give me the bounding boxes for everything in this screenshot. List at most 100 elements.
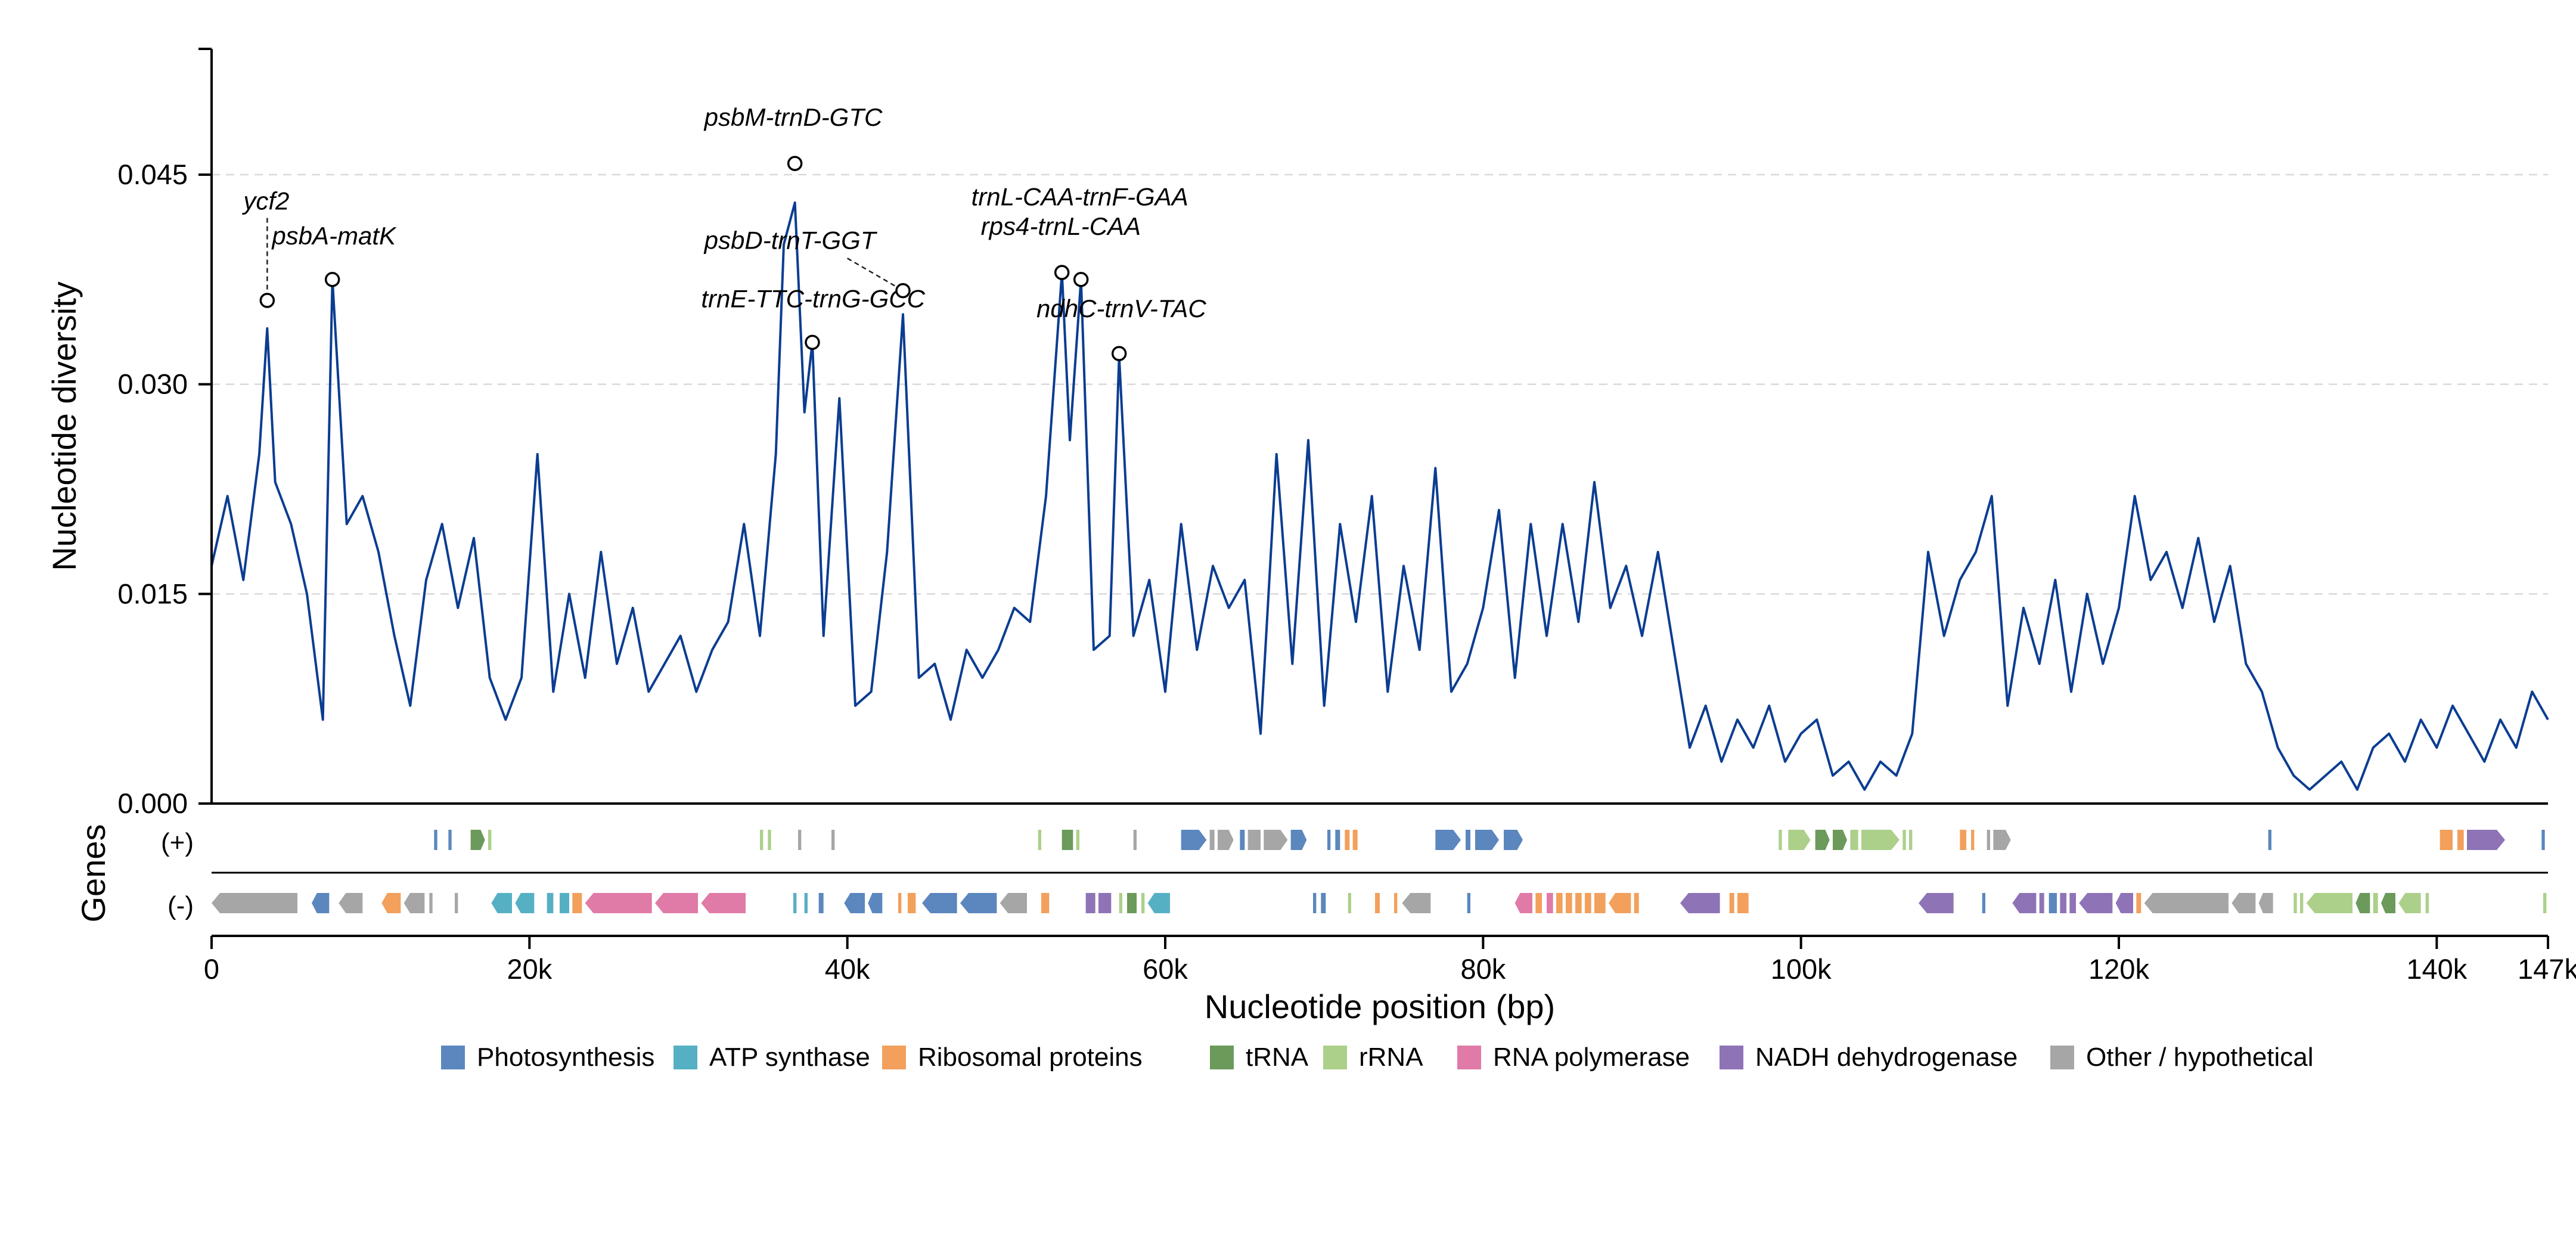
- y-tick-label: 0.045: [117, 159, 188, 190]
- gene-minus: [2381, 893, 2395, 913]
- gene-minus: [572, 893, 582, 913]
- gene-minus: [804, 893, 808, 913]
- axes: [198, 48, 2548, 937]
- gene-minus: [1127, 893, 1137, 913]
- gene-minus: [491, 893, 512, 913]
- gene-plus: [2440, 830, 2453, 850]
- legend-swatch: [1720, 1046, 1743, 1069]
- gene-minus: [2398, 893, 2421, 913]
- gene-minus: [844, 893, 865, 913]
- gene-minus: [1467, 893, 1470, 913]
- gene-minus: [701, 893, 746, 913]
- x-axis-title: Nucleotide position (bp): [1205, 988, 1555, 1025]
- legend-swatch: [882, 1046, 906, 1069]
- gene-plus: [760, 830, 764, 850]
- gene-minus: [2115, 893, 2133, 913]
- gene-plus: [768, 830, 771, 850]
- legend-swatch: [1210, 1046, 1234, 1069]
- gene-minus: [1085, 893, 1095, 913]
- peak-marker: [1111, 346, 1127, 361]
- gene-plus: [2467, 830, 2505, 850]
- gene-minus: [212, 893, 297, 913]
- x-tick-label: 60k: [1143, 953, 1188, 985]
- gene-plus: [1290, 830, 1307, 850]
- y-tick-label: 0.030: [117, 368, 188, 400]
- gene-minus: [1514, 893, 1532, 913]
- peak-marker: [805, 334, 820, 351]
- gene-minus: [2373, 893, 2378, 913]
- legend-label: Ribosomal proteins: [918, 1043, 1143, 1072]
- legend-label: rRNA: [1359, 1043, 1423, 1072]
- legend: Photosynthesis ATP synthase Ribosomal prot…: [441, 1043, 2314, 1072]
- y-axis-title: Nucleotide diversity: [45, 281, 83, 571]
- peak-label: trnE-TTC-trnG-GCC: [701, 285, 925, 313]
- gene-minus: [1321, 893, 1326, 913]
- gene-minus: [868, 893, 883, 913]
- gene-plus: [1504, 830, 1523, 850]
- x-tick-label: 20k: [507, 953, 552, 985]
- gene-plus: [470, 830, 485, 850]
- gene-minus: [655, 893, 698, 913]
- minus-strand-label: (-): [167, 891, 194, 920]
- peak-marker: [1073, 272, 1089, 287]
- gene-plus: [1993, 830, 2011, 850]
- legend-swatch: [674, 1046, 697, 1069]
- legend-label: Other / hypothetical: [2086, 1043, 2314, 1072]
- x-tick-label: 0: [204, 953, 219, 985]
- gene-plus: [831, 830, 835, 850]
- peak-annotations: ycf2 psbA-matK psbM-trnD-GTC trnE-TTC-trnG-…: [241, 103, 1206, 361]
- gene-plus: [1247, 830, 1261, 850]
- gene-plus: [1038, 830, 1041, 850]
- gene-minus: [2425, 893, 2429, 913]
- gene-minus: [2079, 893, 2113, 913]
- gene-plus: [1133, 830, 1137, 850]
- gene-plus: [1076, 830, 1079, 850]
- gene-minus: [2300, 893, 2304, 913]
- x-tick-label: 120k: [2088, 953, 2149, 985]
- gene-plus: [1435, 830, 1461, 850]
- gene-plus: [1779, 830, 1782, 850]
- gene-minus: [312, 893, 330, 913]
- gene-minus: [585, 893, 652, 913]
- gene-minus: [922, 893, 957, 913]
- y-tick-label: 0.015: [117, 578, 188, 609]
- gene-minus: [1402, 893, 1431, 913]
- gene-plus: [448, 830, 452, 850]
- gene-minus: [2049, 893, 2057, 913]
- gene-plus: [1218, 830, 1234, 850]
- gene-minus: [818, 893, 824, 913]
- gene-plus: [1850, 830, 1858, 850]
- legend-label: Photosynthesis: [477, 1043, 654, 1072]
- x-tick-label: 40k: [825, 953, 870, 985]
- gene-minus: [1098, 893, 1112, 913]
- gene-minus: [1556, 893, 1563, 913]
- gene-minus: [2306, 893, 2352, 913]
- gene-plus: [1902, 830, 1906, 850]
- gene-minus: [515, 893, 535, 913]
- gene-plus: [1335, 830, 1340, 850]
- gene-plus: [1815, 830, 1830, 850]
- x-tick-label: 100k: [1771, 953, 1832, 985]
- gene-minus: [1375, 893, 1380, 913]
- peak-label: rps4-trnL-CAA: [981, 212, 1141, 240]
- gene-minus: [1147, 893, 1170, 913]
- x-tick-label: 140k: [2406, 953, 2467, 985]
- gene-plus: [1960, 830, 1966, 850]
- peak-marker: [1054, 265, 1070, 280]
- gene-plus: [1209, 830, 1215, 850]
- gene-minus: [1394, 893, 1398, 913]
- gene-minus: [1680, 893, 1720, 913]
- peak-label: psbM-trnD-GTC: [703, 103, 883, 131]
- gene-minus: [2039, 893, 2044, 913]
- peak-label: ycf2: [241, 187, 289, 215]
- gene-minus: [1634, 893, 1639, 913]
- peak-label: psbA-matK: [271, 222, 397, 250]
- gene-minus: [1313, 893, 1317, 913]
- gene-minus: [455, 893, 458, 913]
- gene-minus: [2060, 893, 2066, 913]
- gene-minus: [429, 893, 433, 913]
- gene-minus: [908, 893, 916, 913]
- gene-minus: [2136, 893, 2142, 913]
- gene-minus: [1575, 893, 1582, 913]
